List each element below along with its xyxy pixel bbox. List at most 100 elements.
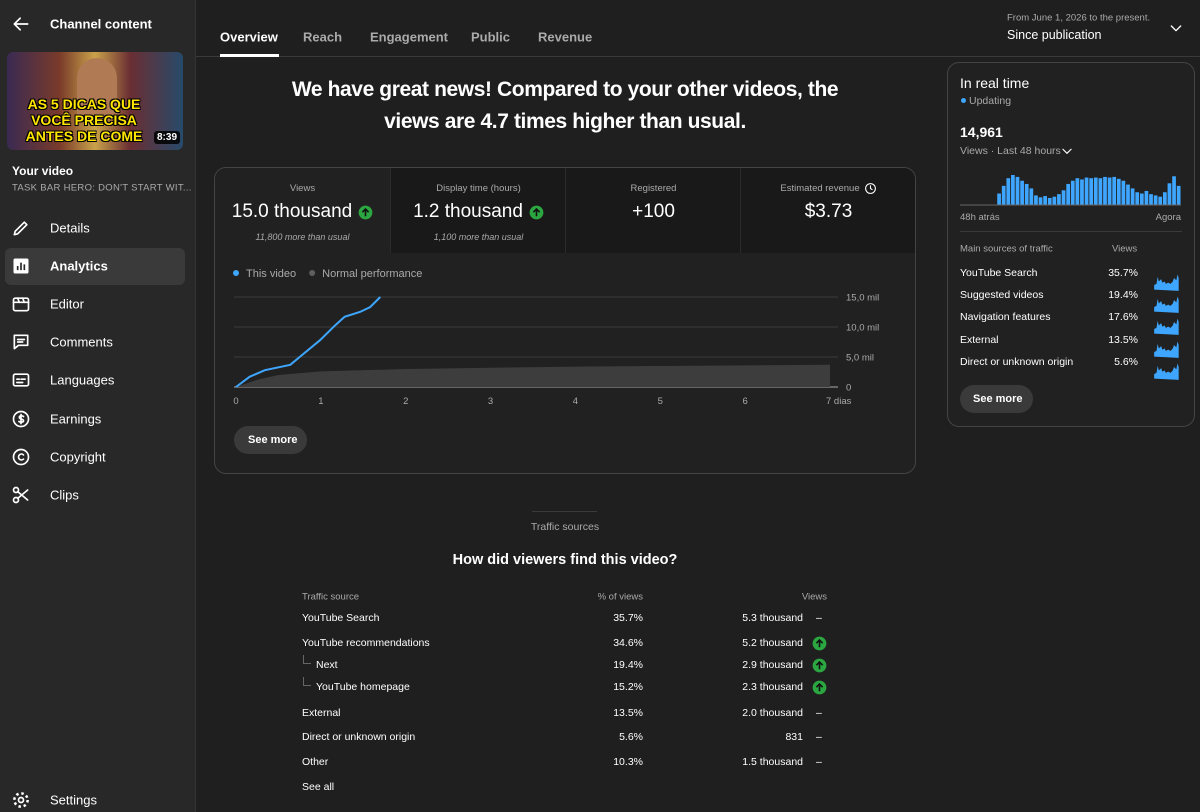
traffic-percent: 35.7%: [613, 612, 643, 624]
source-name: YouTube Search: [960, 267, 1038, 279]
back-arrow[interactable]: [11, 14, 31, 34]
traffic-views: 5.2 thousand: [742, 637, 803, 649]
metric-label: Display time (hours): [436, 182, 520, 194]
icon-shape: [532, 207, 541, 216]
traffic-views: 2.3 thousand: [742, 681, 803, 693]
source-name: Navigation features: [960, 311, 1051, 324]
nav-item[interactable]: Earnings: [50, 411, 102, 426]
up-arrow-icon: [812, 680, 827, 694]
icon-shape: [16, 262, 26, 271]
realtime-title: In real time: [960, 75, 1030, 91]
see-all-link[interactable]: See all: [302, 781, 335, 793]
source-sparkline: [1153, 274, 1181, 291]
see-more-text[interactable]: See more: [248, 434, 298, 446]
nav-item[interactable]: Copyright: [50, 449, 106, 465]
icon-shape: [1153, 363, 1181, 380]
thumbnail-caption: AS 5 DICAS QUE VOCÊ PRECISA ANTES DE COM…: [25, 96, 143, 144]
nav-icon: [13, 334, 29, 350]
icon-shape: [13, 792, 29, 808]
metric-note: 11,800 more than usual: [255, 232, 350, 242]
tab[interactable]: Reach: [303, 29, 343, 45]
realtime-status: Updating: [969, 95, 1012, 107]
nav-item[interactable]: Editor: [50, 296, 84, 312]
icon-shape: [16, 338, 26, 344]
metric-value: 1.2 thousand: [413, 201, 523, 222]
up-arrow-icon: [358, 205, 373, 219]
metric-label-text: Estimated revenue: [780, 182, 860, 194]
sidebar-title: Channel content: [50, 16, 152, 32]
metric-value: +100: [632, 201, 675, 222]
traffic-percent: 19.4%: [613, 659, 643, 671]
info-clock-icon: [864, 182, 876, 194]
metric-value-row: 1.2 thousand: [413, 200, 544, 224]
source-sparkline: [1153, 318, 1181, 336]
column-header: Views: [801, 591, 827, 603]
source-name: Direct or unknown origin: [960, 355, 1074, 368]
tree-connector: [303, 677, 311, 686]
metric-cell[interactable]: Registered +100: [565, 168, 741, 253]
nav-active-bg: [5, 248, 185, 286]
icon-shape: [12, 297, 30, 312]
metric-value: 15.0 thousand: [231, 201, 353, 222]
traffic-source: YouTube homepage: [316, 681, 410, 693]
sources-header: Main sources of traffic: [960, 243, 1053, 255]
traffic-kicker: Traffic sources: [530, 521, 600, 533]
video-title: TASK BAR HERO: DON'T START WIT...: [12, 182, 192, 194]
traffic-source: Direct or unknown origin: [302, 731, 416, 743]
icon-shape: [1062, 148, 1072, 154]
icon-shape: [18, 413, 25, 424]
see-more-button[interactable]: [234, 426, 307, 454]
nav-item[interactable]: Clips: [50, 487, 79, 503]
nav-icon: [12, 410, 30, 427]
traffic-source: External: [302, 707, 341, 719]
nav-item[interactable]: Analytics: [50, 258, 108, 274]
icon-shape: [12, 297, 30, 304]
icon-shape: [13, 334, 29, 350]
realtime-see-more[interactable]: [960, 385, 1033, 413]
source-value: 35.7%: [1108, 267, 1138, 279]
nav-settings[interactable]: Settings: [50, 792, 97, 808]
overview-card: Views 15.0 thousand 11,800 more than usual…: [214, 167, 916, 474]
icon-shape: [1153, 318, 1181, 336]
up-arrow-icon: [812, 636, 827, 650]
nav-item[interactable]: Languages: [50, 372, 115, 388]
icon-shape: [815, 682, 824, 691]
tab[interactable]: Engagement: [370, 29, 449, 45]
traffic-source: YouTube recommendations: [302, 637, 430, 649]
source-sparkline: [1153, 363, 1181, 380]
source-value: 5.6%: [1114, 355, 1138, 368]
nav-icon: [13, 258, 29, 274]
nav-icon: [13, 221, 28, 236]
tab[interactable]: Revenue: [538, 29, 593, 45]
tab[interactable]: Public: [471, 29, 511, 45]
metric-value-row: 15.0 thousand: [232, 200, 373, 224]
sources-header: Views: [1112, 243, 1138, 255]
tab[interactable]: Overview: [220, 29, 278, 45]
metric-cell[interactable]: Views 15.0 thousand 11,800 more than usual: [215, 168, 390, 253]
metric-cell[interactable]: Display time (hours) 1.2 thousand 1,100 mo…: [390, 168, 566, 253]
your-video-heading: Your video: [12, 164, 74, 178]
icon-shape: [16, 488, 29, 501]
nav-icon: [12, 297, 30, 312]
icon-shape: [12, 373, 30, 388]
nav-icon: [12, 486, 29, 504]
metric-note: 1,100 more than usual: [433, 232, 524, 242]
metric-value-row: +100: [632, 200, 675, 224]
icon-shape: [17, 452, 25, 461]
date-label[interactable]: Since publication: [1007, 28, 1102, 42]
column-header: Traffic source: [302, 591, 360, 603]
metric-cell[interactable]: Estimated revenue $3.73: [740, 168, 915, 253]
tab-underline: [220, 54, 279, 57]
traffic-percent: 13.5%: [613, 707, 643, 719]
video-duration: 8:39: [153, 131, 180, 144]
realtime-see-more-text[interactable]: See more: [973, 393, 1023, 405]
nav-item[interactable]: Details: [50, 220, 90, 236]
realtime-card: In real time Updating 14,961 Views · Last 4…: [947, 62, 1195, 427]
date-caption: From June 1, 2026 to the present.: [1007, 12, 1151, 24]
thumbnail: AS 5 DICAS QUE VOCÊ PRECISA ANTES DE COM…: [7, 52, 183, 150]
traffic-views: 2.9 thousand: [742, 659, 803, 671]
source-name: External: [960, 333, 999, 346]
nav-item[interactable]: Comments: [50, 334, 113, 350]
metric-value-row: $3.73: [805, 200, 853, 224]
traffic-change: –: [816, 612, 822, 624]
